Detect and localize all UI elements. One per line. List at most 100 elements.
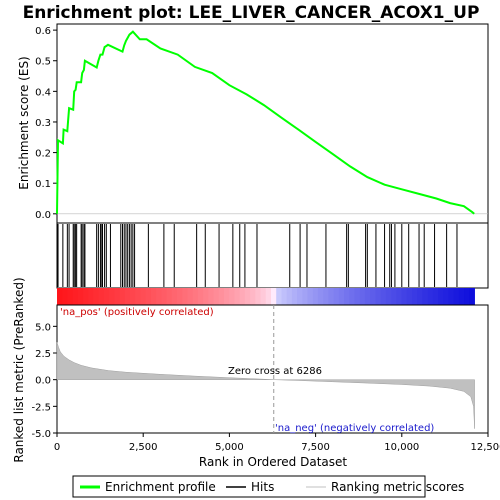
color-bar-segment — [67, 288, 74, 305]
color-bar-segment — [312, 288, 319, 305]
color-bar-segment — [344, 288, 350, 305]
color-bar-segment — [114, 288, 121, 305]
color-bar-segment — [281, 288, 288, 305]
color-bar-segment — [370, 288, 376, 305]
color-bar-segment — [187, 288, 194, 305]
color-bar-segment — [224, 288, 230, 305]
color-bar-segment — [443, 288, 449, 305]
color-bar-segment — [239, 288, 246, 305]
color-bar-segment — [161, 288, 168, 305]
color-bar-segment — [469, 288, 475, 305]
color-bar-segment — [218, 288, 225, 305]
positive-correlation-label: 'na_pos' (positively correlated) — [60, 307, 214, 318]
metric-y-axis: 5.0 2.5 0.0 -2.5 -5.0 — [31, 322, 57, 440]
color-bar-segment — [203, 288, 209, 305]
es-y-tick-label: 0.5 — [35, 57, 51, 68]
es-y-tick-label: 0.6 — [35, 26, 51, 37]
color-bar-segment — [458, 288, 465, 305]
color-bar-segment — [98, 288, 105, 305]
es-y-label: Enrichment score (ES) — [17, 56, 31, 189]
legend-label: Enrichment profile — [105, 480, 216, 494]
color-bar-segment — [333, 288, 340, 305]
metric-y-tick-label: -5.0 — [31, 429, 51, 440]
color-bar-segment — [375, 288, 382, 305]
x-axis: 0 2,500 5,000 7,500 10,000 12,500 — [54, 433, 500, 453]
color-bar-segment — [229, 288, 235, 305]
color-bar-segment — [197, 288, 204, 305]
color-bar-segment — [427, 288, 434, 305]
x-tick-label: 10,000 — [384, 442, 419, 453]
color-bar-segment — [177, 288, 183, 305]
color-bar-segment — [265, 288, 272, 305]
x-tick-label: 0 — [54, 442, 60, 453]
x-tick-label: 2,500 — [129, 442, 158, 453]
color-bar-segment — [150, 288, 157, 305]
color-bar-segment — [270, 288, 277, 305]
color-bar-segment — [276, 288, 282, 305]
color-bar-segment — [354, 288, 361, 305]
color-bar-segment — [297, 288, 303, 305]
x-axis-label: Rank in Ordered Dataset — [199, 455, 347, 469]
es-y-tick-label: 0.1 — [35, 179, 51, 190]
legend: Enrichment profile Hits Ranking metric sco… — [80, 480, 464, 494]
color-bar-segment — [140, 288, 147, 305]
enrichment-profile-line — [56, 30, 475, 215]
color-bar-segment — [338, 288, 345, 305]
color-bar-segment — [62, 288, 68, 305]
ranking-metric-area — [56, 342, 475, 429]
color-bar-segment — [171, 288, 178, 305]
color-bar-segment — [182, 288, 188, 305]
hits-marks — [56, 224, 458, 287]
color-bar-segment — [411, 288, 418, 305]
color-bar-segment — [192, 288, 199, 305]
color-bar-segment — [291, 288, 298, 305]
color-bar-segment — [364, 288, 371, 305]
metric-y-tick-label: -2.5 — [31, 402, 51, 413]
x-tick-label: 7,500 — [301, 442, 330, 453]
es-y-tick-label: 0.4 — [35, 87, 51, 98]
color-bar-segment — [391, 288, 397, 305]
color-bar-segment — [130, 288, 136, 305]
color-bar-segment — [213, 288, 220, 305]
color-bar-segment — [401, 288, 408, 305]
color-bar-segment — [244, 288, 251, 305]
chart-title: Enrichment plot: LEE_LIVER_CANCER_ACOX1_… — [23, 3, 480, 23]
color-bar-segment — [323, 288, 329, 305]
color-bar-segment — [406, 288, 413, 305]
color-bar-segment — [255, 288, 261, 305]
color-bar-segment — [156, 288, 162, 305]
legend-label: Hits — [251, 480, 274, 494]
color-bar-segment — [103, 288, 110, 305]
color-bar-segment — [302, 288, 308, 305]
color-bar-segment — [250, 288, 256, 305]
color-bar-segment — [359, 288, 366, 305]
color-bar-segment — [417, 288, 423, 305]
color-bar-segment — [135, 288, 141, 305]
color-bar-segment — [109, 288, 115, 305]
color-bar-segment — [453, 288, 460, 305]
color-bar-segment — [119, 288, 126, 305]
color-bar-segment — [208, 288, 214, 305]
es-y-tick-label: 0.3 — [35, 118, 51, 129]
x-tick-label: 5,000 — [215, 442, 244, 453]
color-bar-segment — [396, 288, 402, 305]
color-bar-segment — [432, 288, 439, 305]
color-bar-segment — [464, 288, 470, 305]
color-bar-segment — [286, 288, 293, 305]
color-bar-segment — [422, 288, 428, 305]
es-y-axis: 0.0 0.1 0.2 0.3 0.4 0.5 0.6 — [35, 26, 57, 221]
negative-correlation-label: 'na_neg' (negatively correlated) — [275, 423, 434, 434]
color-bar-segment — [380, 288, 387, 305]
legend-label: Ranking metric scores — [331, 480, 464, 494]
metric-y-tick-label: 0.0 — [35, 376, 51, 387]
hits-panel-frame — [56, 222, 489, 289]
color-bar-segment — [385, 288, 392, 305]
color-bar-segment — [317, 288, 324, 305]
es-panel-frame — [56, 23, 489, 224]
color-bar-segment — [83, 288, 89, 305]
color-bar-segment — [72, 288, 79, 305]
color-bar-segment — [88, 288, 94, 305]
color-bar-segment — [166, 288, 173, 305]
color-bar-segment — [328, 288, 335, 305]
